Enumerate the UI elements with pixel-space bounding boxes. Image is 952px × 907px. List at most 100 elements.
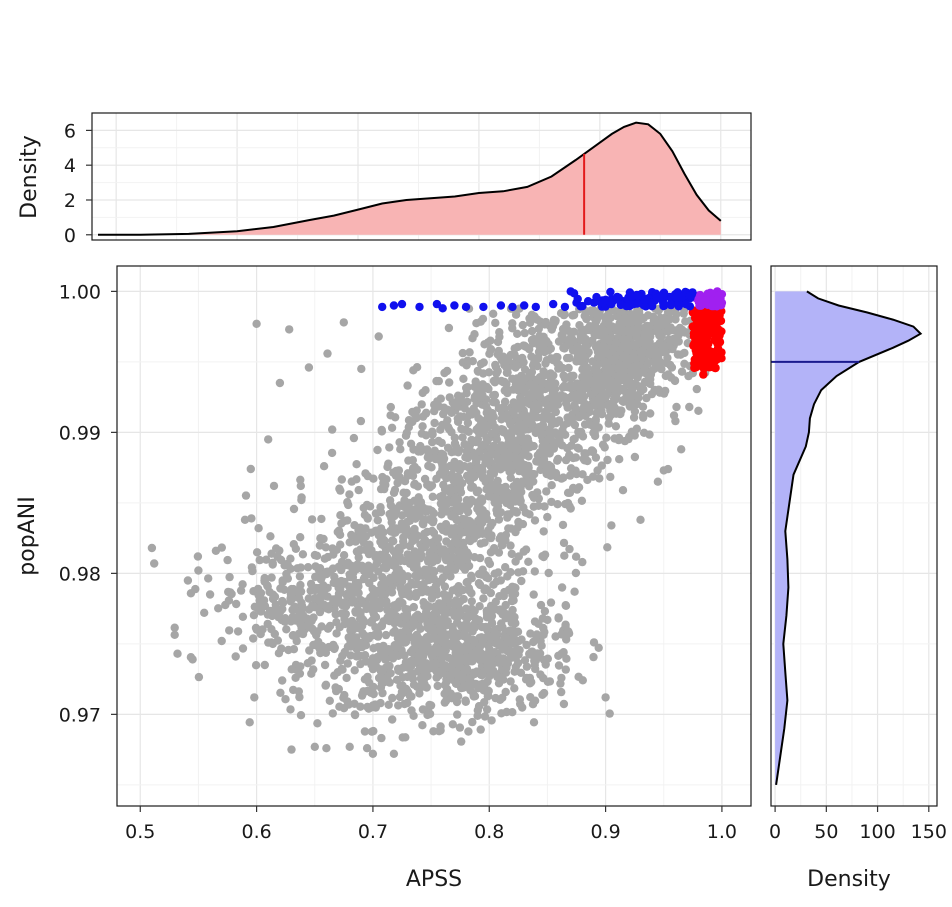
scatter-point bbox=[435, 492, 445, 502]
scatter-point bbox=[463, 418, 473, 428]
scatter-point bbox=[334, 589, 344, 598]
scatter-point bbox=[532, 630, 542, 639]
scatter-point bbox=[469, 534, 478, 543]
scatter-point bbox=[438, 470, 447, 479]
scatter-point bbox=[620, 313, 630, 323]
scatter-point bbox=[427, 616, 437, 626]
scatter-point bbox=[464, 584, 474, 593]
scatter-point bbox=[393, 603, 402, 612]
scatter-point bbox=[423, 480, 432, 490]
scatter-point bbox=[478, 670, 487, 680]
scatter-point bbox=[546, 471, 555, 480]
scatter-point bbox=[509, 631, 518, 641]
scatter-point bbox=[591, 415, 600, 424]
scatter-point bbox=[557, 687, 566, 697]
scatter-point bbox=[614, 293, 623, 302]
scatter-point bbox=[401, 530, 410, 539]
scatter-point bbox=[387, 518, 396, 527]
right-x-tick-label: 0 bbox=[769, 821, 781, 843]
scatter-point bbox=[529, 718, 539, 727]
scatter-point bbox=[247, 514, 256, 523]
top-y-tick-label: 6 bbox=[64, 120, 76, 142]
right-density-grid bbox=[771, 266, 937, 806]
scatter-point bbox=[371, 700, 380, 709]
scatter-point bbox=[359, 566, 369, 575]
scatter-point bbox=[435, 625, 444, 635]
scatter-point bbox=[603, 455, 612, 465]
scatter-point bbox=[268, 594, 278, 604]
scatter-point bbox=[520, 301, 529, 310]
scatter-point bbox=[495, 351, 504, 361]
scatter-point bbox=[377, 621, 386, 630]
scatter-point bbox=[498, 623, 507, 632]
scatter-point bbox=[643, 359, 652, 368]
scatter-point bbox=[491, 693, 500, 703]
scatter-point bbox=[328, 425, 337, 434]
scatter-point bbox=[543, 512, 552, 522]
scatter-point bbox=[386, 669, 395, 678]
scatter-point bbox=[278, 604, 287, 614]
scatter-point bbox=[483, 574, 493, 583]
scatter-point bbox=[610, 385, 619, 394]
scatter-point bbox=[500, 608, 509, 617]
scatter-point bbox=[518, 703, 527, 712]
scatter-point bbox=[589, 652, 598, 662]
scatter-point bbox=[379, 528, 388, 537]
scatter-point bbox=[472, 399, 481, 408]
scatter-point bbox=[383, 462, 392, 472]
scatter-point bbox=[540, 607, 550, 616]
scatter-point bbox=[311, 572, 320, 582]
scatter-point bbox=[580, 311, 589, 320]
scatter-point bbox=[577, 496, 587, 505]
scatter-point bbox=[692, 384, 701, 394]
scatter-point bbox=[509, 596, 518, 605]
scatter-point bbox=[267, 573, 276, 582]
scatter-point bbox=[489, 391, 498, 400]
scatter-point bbox=[489, 309, 498, 318]
scatter-point bbox=[335, 530, 345, 539]
scatter-point bbox=[541, 317, 550, 327]
scatter-point bbox=[541, 414, 550, 423]
scatter-point bbox=[520, 328, 529, 338]
scatter-point bbox=[369, 474, 378, 483]
scatter-point bbox=[409, 366, 418, 375]
scatter-point bbox=[569, 453, 578, 463]
scatter-point bbox=[332, 545, 341, 554]
scatter-point bbox=[360, 510, 370, 520]
scatter-point bbox=[268, 639, 277, 649]
scatter-point bbox=[393, 478, 402, 488]
scatter-point bbox=[497, 673, 506, 682]
top-density-panel: 0 2 4 6 Density bbox=[17, 112, 752, 247]
top-density-area bbox=[98, 122, 721, 235]
scatter-point bbox=[441, 595, 450, 604]
scatter-point bbox=[384, 700, 393, 709]
scatter-point bbox=[561, 665, 570, 674]
scatter-point bbox=[486, 336, 495, 345]
scatter-point bbox=[450, 528, 459, 538]
scatter-point bbox=[346, 651, 355, 660]
scatter-point bbox=[442, 537, 451, 546]
scatter-point bbox=[511, 363, 520, 372]
scatter-point bbox=[335, 484, 344, 493]
scatter-point bbox=[427, 551, 437, 561]
scatter-point bbox=[368, 749, 378, 758]
scatter-point bbox=[511, 484, 520, 493]
scatter-point bbox=[592, 316, 601, 325]
scatter-point bbox=[477, 570, 487, 579]
scatter-point bbox=[389, 301, 399, 310]
scatter-point bbox=[605, 709, 614, 718]
scatter-point bbox=[337, 519, 346, 528]
scatter-point bbox=[619, 386, 628, 395]
scatter-point bbox=[249, 634, 258, 643]
scatter-point bbox=[587, 446, 597, 455]
scatter-point bbox=[583, 371, 593, 380]
scatter-point bbox=[440, 612, 449, 622]
scatter-point bbox=[542, 487, 551, 496]
scatter-point bbox=[251, 623, 261, 633]
scatter-point bbox=[150, 559, 159, 568]
scatter-panel: 0.5 0.6 0.7 0.8 0.9 1.0 0.97 0.98 0.99 1.00 APSS… bbox=[15, 265, 752, 892]
scatter-point bbox=[541, 396, 550, 405]
scatter-point bbox=[275, 378, 285, 388]
scatter-point bbox=[619, 353, 628, 362]
